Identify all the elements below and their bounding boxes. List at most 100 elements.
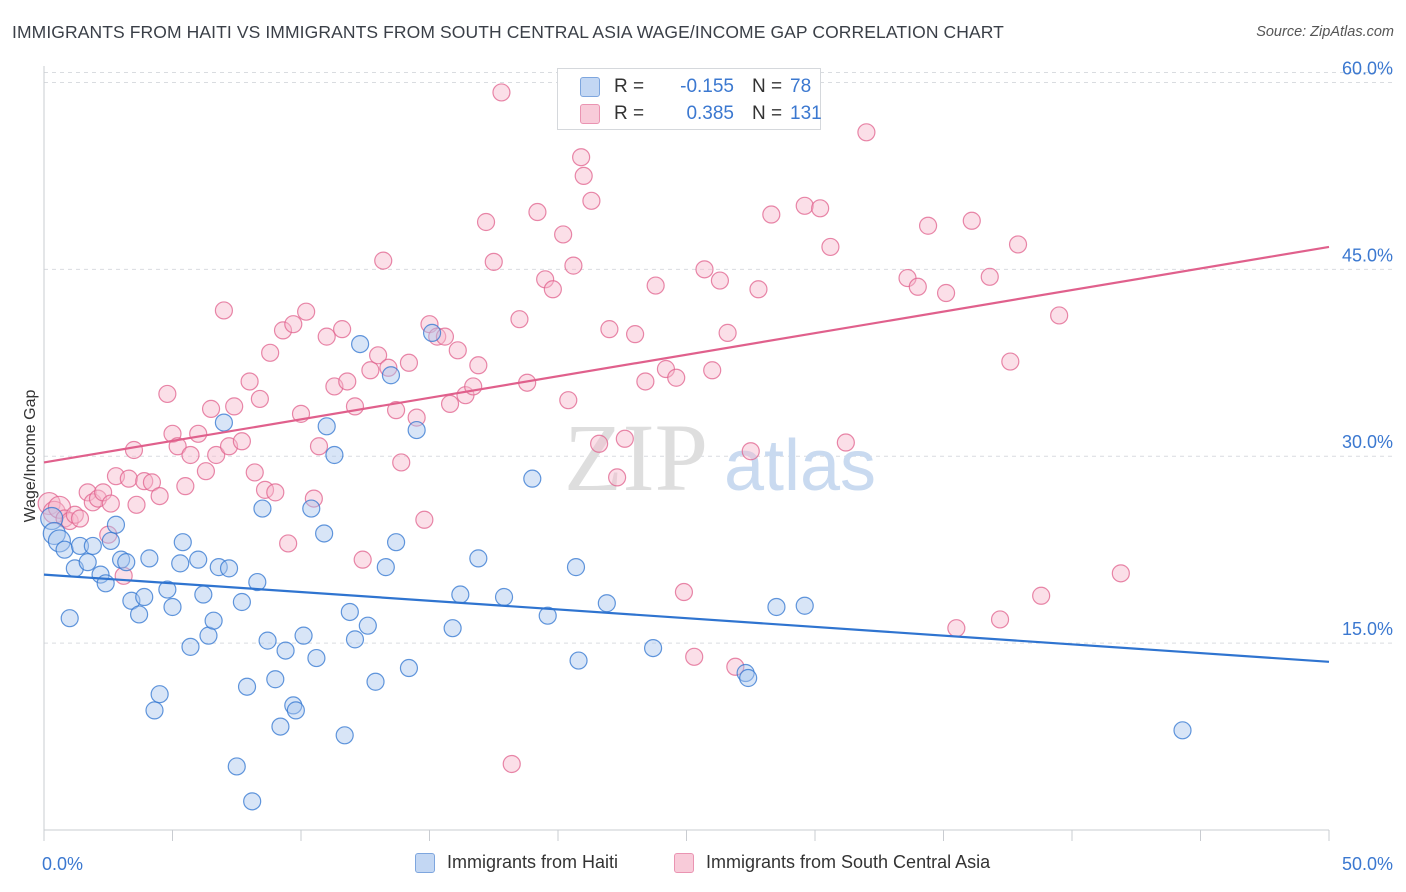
sca-point <box>674 582 694 602</box>
sca-trendline <box>43 245 1330 464</box>
sca-point <box>392 453 411 472</box>
n-label: N = <box>752 76 783 97</box>
sca-point <box>168 437 187 456</box>
sca-point <box>189 424 208 443</box>
haiti-point <box>173 533 192 552</box>
r-label: R = <box>614 103 645 124</box>
sca-point <box>297 302 316 321</box>
haiti-point <box>276 641 295 660</box>
haiti-point <box>335 726 354 745</box>
sca-point <box>554 225 573 244</box>
haiti-point <box>40 506 64 531</box>
sca-point <box>726 657 745 676</box>
sca-point <box>245 463 264 482</box>
watermark-zip: ZIP <box>564 404 708 511</box>
sca-point <box>279 534 298 553</box>
haiti-point <box>140 549 159 568</box>
sca-point <box>600 320 619 339</box>
n-value-sca: 131 <box>790 103 822 124</box>
haiti-point <box>171 554 190 573</box>
sca-point <box>559 391 578 410</box>
haiti-point <box>399 658 419 678</box>
haiti-point <box>566 558 586 577</box>
sca-point <box>142 473 162 492</box>
y-axis-label: Wage/Income Gap <box>22 390 39 523</box>
sca-point <box>150 486 169 506</box>
haiti-point <box>538 606 557 625</box>
sca-point <box>695 260 714 279</box>
sca-point <box>369 346 388 365</box>
y-tick-label: 30.0% <box>1342 432 1393 452</box>
haiti-point <box>158 580 177 599</box>
haiti-point <box>795 596 814 615</box>
haiti-point <box>232 592 251 612</box>
haiti-point <box>381 366 401 385</box>
sca-point <box>158 384 177 404</box>
sca-point <box>1032 586 1051 605</box>
haiti-point <box>1173 721 1192 740</box>
haiti-point <box>286 701 305 720</box>
sca-point <box>1001 352 1020 371</box>
sca-point <box>407 408 426 427</box>
haiti-point <box>135 587 154 607</box>
haiti-point <box>767 597 786 617</box>
haiti-point <box>194 585 213 604</box>
sca-point <box>936 283 956 303</box>
n-value-haiti: 78 <box>790 76 812 97</box>
haiti-point <box>150 685 169 704</box>
sca-point <box>469 356 488 375</box>
haiti-point <box>106 515 126 534</box>
haiti-point <box>739 668 758 688</box>
sca-point <box>361 361 380 380</box>
sca-point <box>908 277 927 296</box>
sca-point <box>536 270 555 289</box>
sca-point <box>415 510 434 529</box>
sca-point <box>718 323 737 342</box>
haiti-point <box>366 672 385 691</box>
sca-point <box>207 445 226 465</box>
haiti-point <box>643 638 663 658</box>
sca-point <box>762 205 781 224</box>
sca-point <box>947 619 966 638</box>
haiti-point <box>469 549 488 568</box>
sca-point <box>857 123 876 142</box>
r-label: R = <box>614 76 645 97</box>
sca-point <box>608 468 627 487</box>
x-tick-label: 0.0% <box>42 854 83 874</box>
haiti-point <box>204 611 223 630</box>
sca-point <box>250 389 269 409</box>
haiti-point <box>145 701 164 720</box>
haiti-point <box>60 609 79 628</box>
haiti-point <box>214 413 233 432</box>
sca-point <box>962 211 981 230</box>
sca-point <box>214 301 233 320</box>
sca-point <box>492 83 511 102</box>
sca-point <box>836 433 855 452</box>
correlation-legend: R = -0.155 N = 78 R = 0.385 N = 131 <box>557 68 822 130</box>
sca-point <box>685 647 704 666</box>
source-credit: Source: ZipAtlas.com <box>1256 24 1394 40</box>
sca-point <box>101 494 120 513</box>
haiti-point <box>494 587 514 607</box>
haiti-legend-swatch <box>415 853 435 873</box>
haiti-point <box>78 553 97 572</box>
sca-point <box>232 432 251 451</box>
sca-point <box>1008 235 1028 254</box>
sca-point <box>333 320 352 339</box>
sca-point <box>528 202 547 222</box>
sca-point <box>710 271 730 290</box>
sca-point <box>703 361 722 380</box>
haiti-point <box>243 792 262 811</box>
haiti-point <box>443 619 462 638</box>
haiti-point <box>386 533 406 552</box>
haiti-trendline <box>43 573 1330 663</box>
haiti-point <box>340 602 359 622</box>
haiti-point <box>376 558 395 577</box>
r-value-haiti: -0.155 <box>680 76 734 97</box>
sca-point <box>240 372 259 391</box>
haiti-point <box>597 594 616 613</box>
haiti-point <box>237 677 257 696</box>
sca-point <box>309 437 329 456</box>
sca-point <box>119 469 138 488</box>
haiti-point <box>70 536 90 556</box>
